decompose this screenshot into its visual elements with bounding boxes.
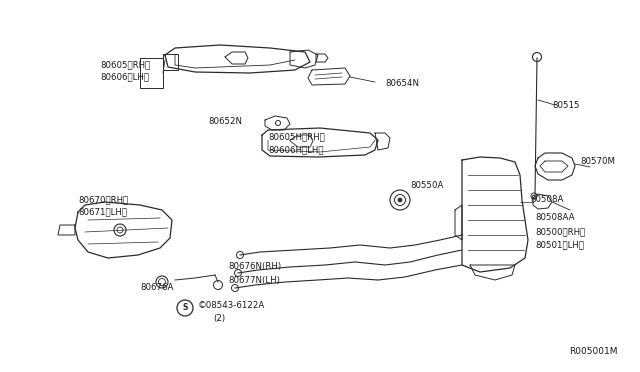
Text: 80676A: 80676A: [140, 283, 173, 292]
Text: (2): (2): [213, 314, 225, 323]
Text: 80570M: 80570M: [580, 157, 615, 167]
Text: 80677N(LH): 80677N(LH): [228, 276, 280, 285]
Text: 80652N: 80652N: [208, 118, 242, 126]
Text: 80671〈LH〉: 80671〈LH〉: [78, 208, 127, 217]
Circle shape: [398, 198, 402, 202]
Text: S: S: [182, 304, 188, 312]
Text: 80606H〈LH〉: 80606H〈LH〉: [268, 145, 323, 154]
Text: R005001M: R005001M: [570, 347, 618, 356]
Text: 80654N: 80654N: [385, 80, 419, 89]
Text: 80515: 80515: [552, 100, 579, 109]
Text: 80670〈RH〉: 80670〈RH〉: [78, 196, 128, 205]
Text: 80508A: 80508A: [530, 196, 563, 205]
Text: 80500〈RH〉: 80500〈RH〉: [535, 228, 585, 237]
Text: 80605〈RH〉: 80605〈RH〉: [100, 61, 150, 70]
Text: 80508AA: 80508AA: [535, 214, 575, 222]
Text: 80550A: 80550A: [410, 180, 444, 189]
Text: 80605H〈RH〉: 80605H〈RH〉: [268, 132, 324, 141]
Text: ©08543-6122A: ©08543-6122A: [198, 301, 265, 311]
Text: 80606〈LH〉: 80606〈LH〉: [100, 73, 149, 81]
Text: 80676N(RH): 80676N(RH): [228, 263, 281, 272]
Text: 80501〈LH〉: 80501〈LH〉: [535, 241, 584, 250]
